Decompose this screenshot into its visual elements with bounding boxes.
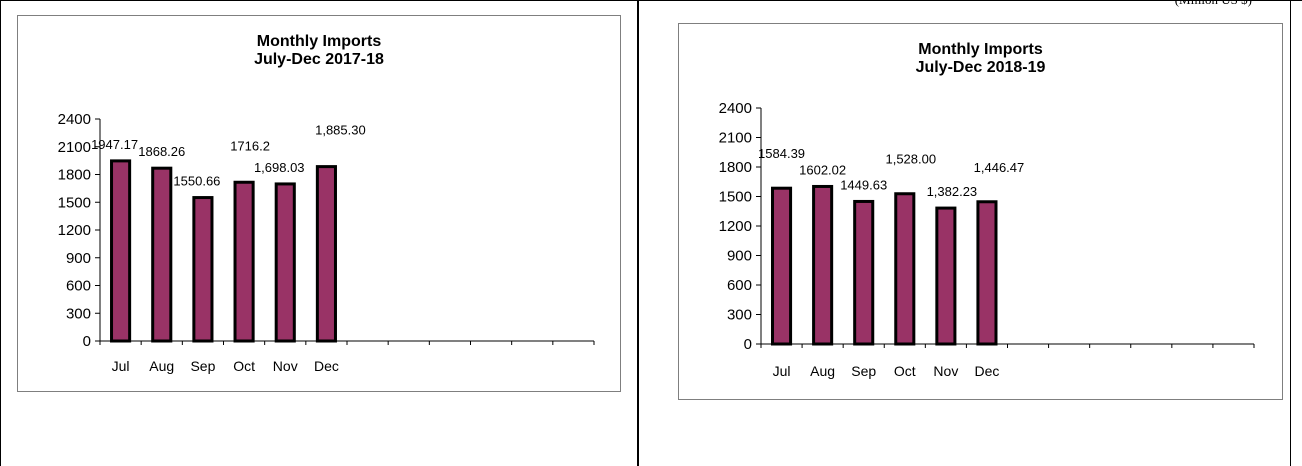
chart-plot: 0 300 600 900 1200 1500 1800 2100 2400 Jul Aug Sep O… — [58, 111, 595, 374]
data-label: 1,885.30 — [315, 123, 366, 138]
y-tick-label: 1200 — [58, 222, 91, 239]
data-label: 1584.39 — [758, 146, 805, 161]
y-tick-label: 0 — [744, 336, 752, 353]
bar — [771, 186, 793, 346]
x-tick-label: Nov — [273, 358, 298, 374]
x-tick-label: Dec — [314, 358, 339, 374]
bar — [894, 192, 916, 346]
x-tick-label: Oct — [233, 358, 255, 374]
bar — [233, 180, 255, 343]
x-tick-label: Aug — [810, 363, 835, 379]
y-tick-label: 900 — [66, 250, 91, 267]
chart-2017-18: Monthly Imports July-Dec 2017-18 0 300 600… — [17, 15, 621, 392]
data-label: 1716.2 — [230, 138, 270, 153]
y-tick-label: 2100 — [58, 139, 91, 156]
chart-title: Monthly Imports July-Dec 2018-19 — [679, 41, 1282, 77]
bar — [110, 159, 132, 343]
data-label: 1947.17 — [91, 137, 138, 152]
bar — [935, 206, 957, 346]
x-tick-label: Oct — [894, 363, 916, 379]
y-tick-label: 2400 — [719, 100, 752, 117]
bar — [812, 184, 834, 346]
y-tick-label: 300 — [66, 305, 91, 322]
chart-title-main: Monthly Imports — [256, 33, 382, 50]
data-label: 1,698.03 — [254, 160, 305, 175]
data-label: 1550.66 — [173, 174, 220, 189]
data-label: 1868.26 — [138, 144, 185, 159]
x-tick-label: Jul — [112, 358, 130, 374]
chart-plot: 0 300 600 900 1200 1500 1800 2100 2400 Jul Aug Sep O… — [719, 100, 1255, 379]
table-border-right — [1290, 0, 1291, 466]
chart-title-period: July-Dec 2017-18 — [254, 51, 384, 68]
chart-2018-19: Monthly Imports July-Dec 2018-19 0 300 600… — [678, 23, 1283, 400]
chart-title: Monthly Imports July-Dec 2017-18 — [18, 33, 620, 69]
bar — [274, 182, 296, 343]
y-tick-label: 2100 — [719, 130, 752, 147]
bar — [192, 196, 214, 343]
y-tick-label: 600 — [66, 278, 91, 295]
table-border-top — [0, 0, 1302, 1]
chart-title-period: July-Dec 2018-19 — [915, 59, 1046, 76]
y-tick-label: 300 — [727, 307, 752, 324]
units-note: (Million US $) — [1175, 0, 1252, 8]
x-tick-label: Sep — [851, 363, 876, 379]
data-label: 1,382.23 — [927, 184, 978, 199]
data-label: 1602.02 — [799, 162, 846, 177]
bar — [151, 166, 173, 343]
y-tick-label: 1800 — [58, 167, 91, 184]
y-tick-label: 600 — [727, 277, 752, 294]
y-tick-label: 1800 — [719, 159, 752, 176]
table-border-middle — [637, 0, 639, 466]
y-tick-label: 0 — [83, 333, 91, 350]
bar — [315, 165, 337, 343]
data-label: 1,446.47 — [974, 160, 1025, 175]
x-tick-label: Sep — [190, 358, 215, 374]
x-tick-label: Nov — [933, 363, 958, 379]
data-label: 1,528.00 — [885, 152, 936, 167]
table-border-left — [0, 0, 1, 466]
data-label: 1449.63 — [840, 177, 887, 192]
bar — [853, 199, 875, 346]
y-tick-label: 1500 — [58, 194, 91, 211]
y-tick-label: 1500 — [719, 189, 752, 206]
y-tick-label: 1200 — [719, 218, 752, 235]
bar — [976, 200, 998, 346]
x-tick-label: Jul — [773, 363, 791, 379]
y-tick-label: 2400 — [58, 111, 91, 128]
chart-title-main: Monthly Imports — [918, 41, 1043, 58]
y-tick-label: 900 — [727, 248, 752, 265]
x-tick-label: Aug — [149, 358, 174, 374]
x-tick-label: Dec — [975, 363, 1000, 379]
